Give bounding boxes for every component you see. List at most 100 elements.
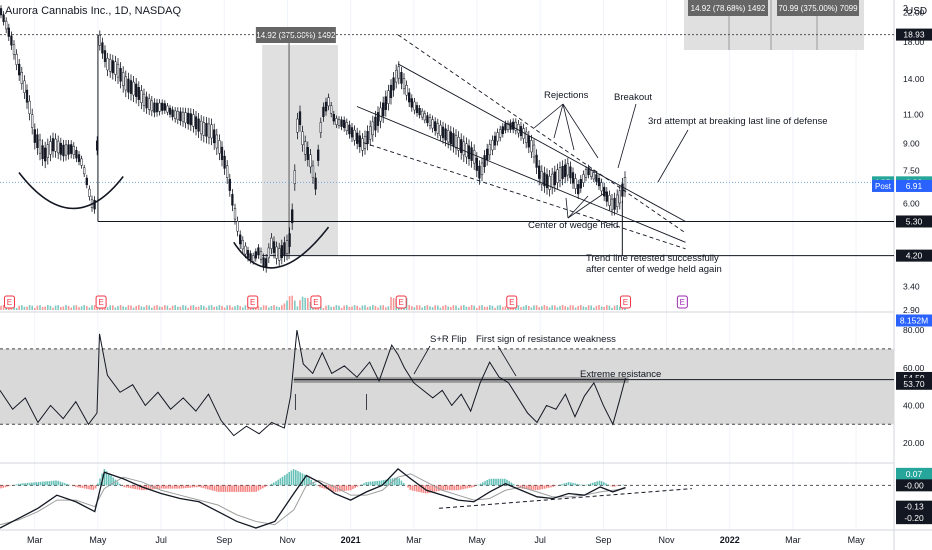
macd-histogram-bar: [413, 485, 416, 492]
macd-histogram-bar: [6, 485, 9, 487]
candle-body: [220, 146, 224, 160]
rejection-arrow: [562, 103, 575, 151]
price-tick-label: 7.50: [903, 166, 920, 176]
volume-bar: [465, 306, 468, 310]
macd-badge: [896, 467, 932, 480]
candle-body: [246, 250, 250, 258]
macd-histogram-bar: [244, 485, 246, 492]
macd-histogram-bar: [112, 477, 114, 486]
volume-bar: [15, 307, 18, 310]
macd-histogram-bar: [363, 483, 365, 486]
volume-bar: [476, 307, 478, 310]
macd-histogram-bar: [138, 485, 141, 490]
candle-body: [241, 240, 244, 250]
candle-body: [603, 186, 606, 197]
candle-body: [608, 195, 611, 206]
rsi-annotation: S+R Flip: [430, 334, 467, 345]
time-tick-label: May: [469, 535, 487, 545]
macd-histogram-bar: [532, 485, 535, 490]
macd-histogram-bar: [504, 478, 506, 486]
volume-bar: [372, 305, 374, 310]
volume-bar: [286, 300, 288, 310]
volume-bar: [83, 305, 85, 310]
time-tick-label: Sep: [595, 535, 611, 545]
candle-body: [244, 245, 247, 255]
volume-bar: [93, 305, 96, 310]
price-scale[interactable]: 22.00 18.00 14.00 11.00 9.00 7.50 6.00 3.40 2.90…: [872, 3, 932, 525]
time-tick-label: Nov: [659, 535, 676, 545]
rsi-badge-label: 53.70: [903, 379, 925, 389]
volume-bar: [36, 305, 39, 310]
macd-histogram-bar: [299, 472, 301, 486]
candle-body: [85, 177, 88, 186]
macd-histogram-bar: [99, 478, 101, 486]
volume-bar: [569, 305, 572, 310]
rsi-line: [0, 329, 626, 437]
candle-body: [353, 129, 356, 141]
price-tick-label: 3.40: [903, 282, 920, 292]
macd-histogram-bar: [273, 482, 275, 486]
candle-body: [272, 241, 276, 253]
measure-label-bg: [688, 0, 768, 16]
volume-bar: [184, 305, 187, 310]
macd-histogram-bar: [251, 485, 253, 492]
macd-histogram-bar: [418, 485, 420, 492]
candle-body: [259, 251, 263, 260]
macd-histogram-bar: [378, 480, 381, 486]
volume-bar: [551, 305, 553, 310]
macd-histogram-bar: [396, 477, 398, 486]
candle-body: [197, 118, 200, 132]
price-badge: [896, 215, 932, 228]
volume-bar: [229, 305, 231, 310]
price-badge-label: 5.30: [906, 216, 923, 226]
volume-bar: [80, 306, 83, 310]
macd-histogram-bar: [374, 481, 376, 486]
macd-histogram-bar: [108, 473, 110, 486]
candle-body: [384, 96, 387, 110]
macd-histogram-bar: [422, 485, 425, 493]
trendline-upper: [397, 63, 686, 222]
candle-body: [25, 89, 29, 103]
volume-bar: [244, 305, 247, 310]
time-scale[interactable]: Mar May Jul Sep Nov 2021 Mar May Jul Sep Nov 2022 Ma…: [27, 535, 865, 545]
volume-bar: [278, 307, 280, 310]
macd-histogram-bar: [427, 485, 429, 494]
volume-bar: [164, 305, 166, 310]
price-badge-label: 6.91: [906, 181, 923, 191]
candle-body: [493, 135, 497, 146]
volume-bar: [546, 306, 548, 310]
macd-histogram-bar: [266, 485, 268, 487]
macd-histogram-bar: [35, 482, 37, 486]
candle-body: [345, 122, 348, 131]
volume-bar: [301, 296, 304, 310]
volume-bar: [265, 305, 267, 310]
rejection-arrow: [553, 103, 564, 139]
earnings-marker: [506, 295, 518, 309]
volume-bar: [158, 306, 161, 310]
macd-histogram-bar: [257, 485, 260, 491]
candle-body: [366, 131, 369, 144]
volume-bar: [593, 307, 595, 310]
candle-body: [363, 135, 367, 149]
candle-body: [64, 144, 68, 156]
macd-histogram-bar: [519, 485, 521, 488]
volume-bar: [195, 306, 197, 310]
volume-bar: [47, 305, 49, 310]
macd-histogram-bar: [354, 485, 356, 488]
volume-bar: [491, 305, 494, 310]
time-tick-label: Mar: [785, 535, 801, 545]
volume-bar: [273, 305, 275, 310]
rsi-annotation: First sign of resistance weakness: [476, 334, 616, 345]
macd-histogram-bar: [603, 482, 605, 486]
candle-body: [38, 139, 42, 154]
candle-body: [379, 107, 382, 122]
volume-bar: [379, 305, 382, 310]
candle-body: [54, 138, 57, 152]
candle-body: [77, 154, 81, 162]
volume-bar: [582, 306, 585, 310]
volume-bar: [177, 306, 179, 310]
candle-body: [51, 138, 55, 152]
macd-histogram-bar: [365, 482, 367, 486]
